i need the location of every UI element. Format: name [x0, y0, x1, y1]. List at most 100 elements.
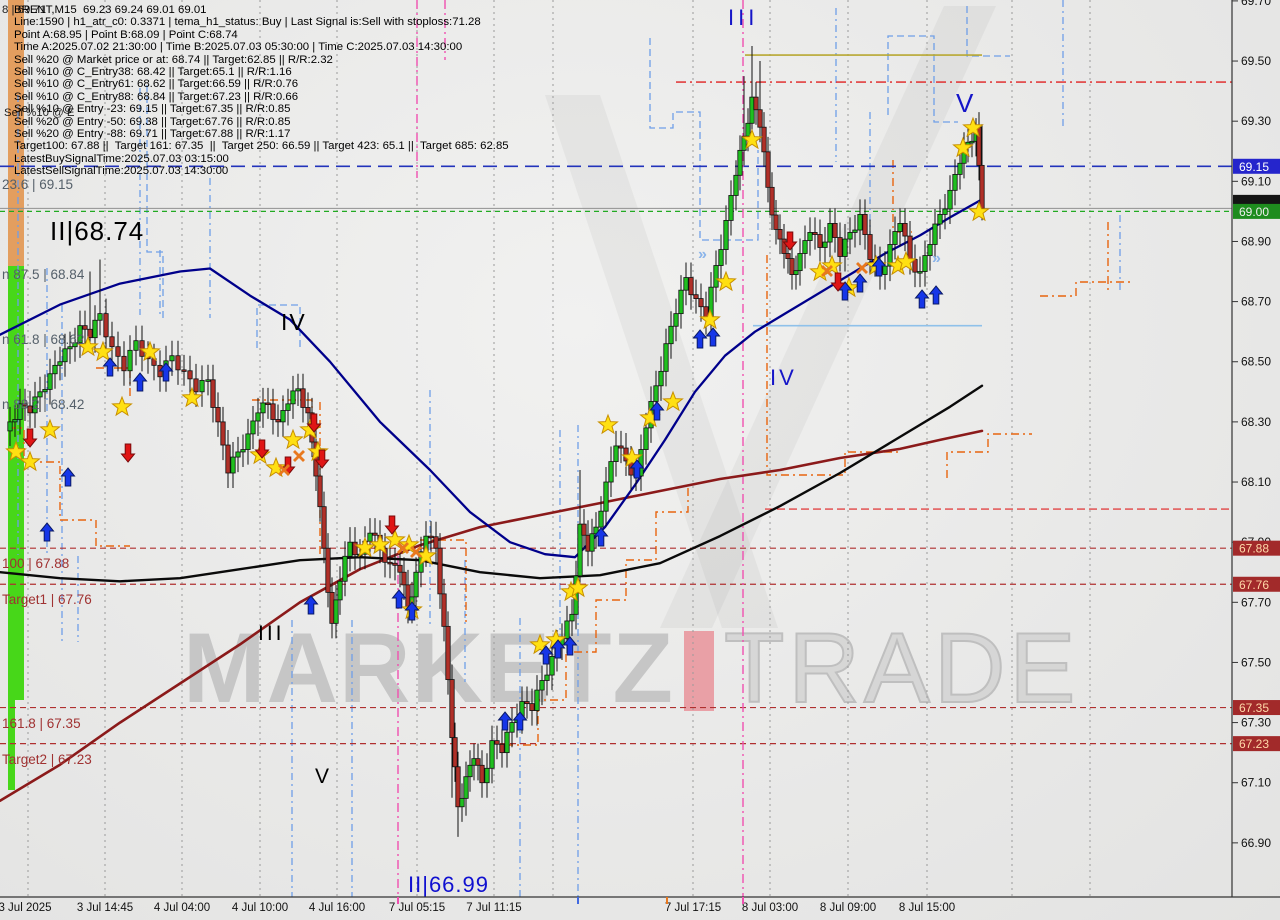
- buy-arrow-icon: [391, 589, 407, 609]
- star-signal-icon: [384, 528, 406, 550]
- watermark-right: TRADE: [723, 612, 1080, 723]
- star-signal-icon: [821, 254, 843, 276]
- time-tick-label: 7 Jul 17:15: [665, 902, 721, 914]
- star-signal-icon: [265, 456, 287, 478]
- buy-arrow-icon: [562, 636, 578, 656]
- price-badge: [1233, 576, 1280, 592]
- svg-text:69.00: 69.00: [1239, 205, 1269, 219]
- price-levels: [0, 54, 1232, 745]
- wave-label: V: [956, 88, 974, 118]
- time-tick-label: 8 Jul 09:00: [820, 902, 876, 914]
- buy-arrow-icon: [132, 372, 148, 392]
- buy-arrow-icon: [404, 601, 420, 621]
- wave-label: IV: [281, 309, 307, 335]
- session-strips: [8, 0, 24, 790]
- wave-label: II|66.99: [408, 872, 489, 897]
- star-signal-icon: [181, 386, 203, 408]
- star-signal-icon: [139, 340, 161, 362]
- buy-arrow-icon: [852, 273, 868, 293]
- svg-text:67.76: 67.76: [1239, 578, 1269, 592]
- fib-level-label: Target2 | 67.23: [2, 752, 92, 767]
- wave-label: IV: [770, 365, 797, 390]
- star-signal-icon: [39, 418, 61, 440]
- time-tick-label: 3 Jul 2025: [0, 902, 52, 914]
- mid-ma-black: [0, 384, 984, 583]
- trailing-stop-steps: [8, 160, 1134, 746]
- info-line: Sell %10 @ C_Entry61: 68.62 || Target:66…: [14, 78, 299, 91]
- price-tick-label: 67.30: [1241, 716, 1271, 730]
- buy-arrow-icon: [60, 467, 76, 487]
- time-tick-label: 4 Jul 16:00: [309, 902, 365, 914]
- buy-arrow-icon: [512, 711, 528, 731]
- price-badges: 69.15 69.00 67.88 67.76 67.35 67.23: [1233, 158, 1280, 752]
- star-signal-icon: [699, 308, 721, 330]
- sell-arrow-icon: [120, 443, 136, 463]
- sell-arrow-icon: [830, 272, 846, 292]
- price-tick-label: 68.10: [1241, 475, 1271, 489]
- fib-level-label: 23.6 | 69.15: [2, 177, 74, 192]
- price-tick-label: 69.30: [1241, 114, 1271, 128]
- star-signal-icon: [529, 633, 551, 655]
- price-tick-label: 68.90: [1241, 234, 1271, 248]
- svg-text:67.88: 67.88: [1239, 542, 1269, 556]
- star-signal-icon: [715, 270, 737, 292]
- star-signal-icon: [621, 446, 643, 468]
- fib-level-label: n 88.2 | 68.42: [2, 397, 85, 412]
- star-signal-icon: [952, 136, 974, 158]
- info-line: Point A:68.95 | Point B:68.09 | Point C:…: [14, 28, 238, 41]
- star-signal-icon: [415, 544, 437, 566]
- watermark-left: MARKETZ: [183, 612, 674, 723]
- buy-arrow-icon: [705, 327, 721, 347]
- sell-arrow-icon: [22, 428, 38, 448]
- info-line: Sell %20 @ Market price or at: 68.74 || …: [14, 53, 333, 66]
- price-tick-label: 68.50: [1241, 355, 1271, 369]
- time-tick-label: 7 Jul 05:15: [389, 902, 445, 914]
- buy-arrow-icon: [158, 362, 174, 382]
- price-tick-label: 66.90: [1241, 836, 1271, 850]
- time-tick-label: 4 Jul 04:00: [154, 902, 210, 914]
- watermark: MARKETZ TRADE: [183, 612, 1080, 723]
- time-tick-label: 8 Jul 15:00: [899, 902, 955, 914]
- buy-arrow-icon: [102, 357, 118, 377]
- price-tick-label: 67.10: [1241, 776, 1271, 790]
- buy-arrow-icon: [871, 257, 887, 277]
- info-line: Sell %20 @ Entry -50: 69.38 || Target:67…: [14, 115, 291, 128]
- svg-text:67.23: 67.23: [1239, 737, 1269, 751]
- star-signal-icon: [77, 335, 99, 357]
- sell-arrow-icon: [782, 231, 798, 251]
- star-signal-icon: [741, 128, 763, 150]
- time-tick-label: 7 Jul 11:15: [466, 902, 521, 914]
- buy-arrow-icon: [39, 522, 55, 542]
- chevron-icon: »: [698, 246, 707, 263]
- buy-arrow-icon: [649, 401, 665, 421]
- wave-labels: II|68.74 IV III V III V IV II|66.99: [50, 5, 974, 897]
- price-tick-label: 69.10: [1241, 174, 1271, 188]
- price-tick-label: 68.70: [1241, 295, 1271, 309]
- star-signal-icon: [567, 576, 589, 598]
- buy-arrow-icon: [629, 459, 645, 479]
- symbol-title: BRENT,M15 69.23 69.24 69.01 69.01: [14, 4, 207, 16]
- info-line: Sell %10 @ C_Entry88: 68.84 || Target:67…: [14, 90, 299, 103]
- star-signal-icon: [398, 533, 420, 555]
- info-line: Sell %10 @ Entry -23: 69.15 || Target:67…: [14, 103, 291, 116]
- sell-arrow-icon: [306, 413, 322, 433]
- star-signal-icon: [895, 250, 917, 272]
- wave-label: II|68.74: [50, 216, 144, 246]
- star-signal-icon: [662, 390, 684, 412]
- chevron-icon: »: [932, 250, 941, 267]
- info-line: LatestSellSignalTime:2025.07.03 14:30:00: [14, 165, 229, 178]
- price-tick-label: 68.30: [1241, 415, 1271, 429]
- svg-text:69.15: 69.15: [1239, 160, 1269, 174]
- star-signal-icon: [92, 340, 114, 362]
- time-tick-label: 8 Jul 03:00: [742, 902, 798, 914]
- info-line: LatestBuySignalTime:2025.07.03 03:15:00: [14, 152, 229, 165]
- overlapped-sell-label: Sell %10 @ E: [4, 107, 75, 119]
- price-badge: [1233, 700, 1280, 716]
- header-info-block: BRENT,M15 69.23 69.24 69.01 69.01 Line:15…: [14, 4, 509, 178]
- fib-level-label: Target1 | 67.76: [2, 592, 92, 607]
- star-signal-icon: [19, 450, 41, 472]
- star-signal-icon: [354, 536, 376, 558]
- fib-level-label: 161.8 | 67.35: [2, 716, 81, 731]
